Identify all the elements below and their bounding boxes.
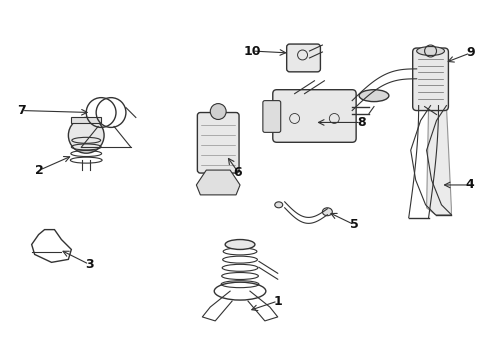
- Circle shape: [69, 117, 104, 153]
- Ellipse shape: [225, 239, 255, 249]
- Ellipse shape: [275, 202, 283, 208]
- FancyBboxPatch shape: [273, 90, 356, 142]
- Ellipse shape: [416, 46, 444, 55]
- FancyBboxPatch shape: [287, 44, 320, 72]
- Text: 5: 5: [350, 218, 359, 231]
- Text: 3: 3: [85, 258, 94, 271]
- Text: 4: 4: [466, 179, 475, 192]
- Ellipse shape: [322, 208, 332, 216]
- Polygon shape: [427, 105, 451, 215]
- Ellipse shape: [359, 90, 389, 102]
- FancyBboxPatch shape: [197, 113, 239, 173]
- Text: 2: 2: [35, 163, 44, 176]
- FancyBboxPatch shape: [263, 100, 281, 132]
- Ellipse shape: [428, 98, 445, 108]
- FancyBboxPatch shape: [413, 48, 448, 111]
- Circle shape: [210, 104, 226, 120]
- Text: 8: 8: [357, 116, 366, 129]
- Text: 1: 1: [273, 294, 282, 307]
- Text: 10: 10: [243, 45, 261, 58]
- Text: 7: 7: [17, 104, 26, 117]
- Text: 6: 6: [234, 166, 243, 179]
- Polygon shape: [196, 170, 240, 195]
- Bar: [72, 117, 101, 123]
- Text: 9: 9: [466, 46, 474, 59]
